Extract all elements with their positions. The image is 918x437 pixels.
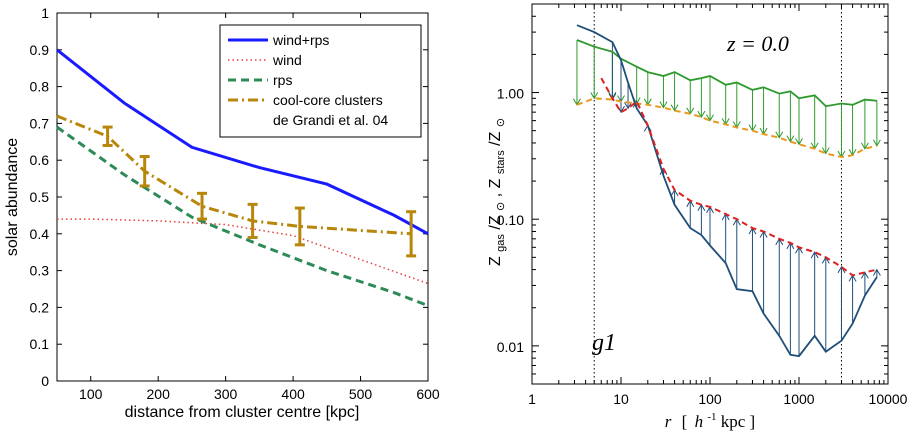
legend-label-rps: rps [273,72,292,88]
right-xtick-label-2: 100 [698,391,722,407]
right-ylabel: Z gas /Z ⊙ , Z stars /Z ⊙ [487,118,508,266]
left-series-line-1 [57,218,429,285]
gas-arrowhead-19 [810,251,819,259]
right-xlabel: r [ h -1 kpc ] [665,405,755,431]
left-ytick-label-10: 1 [41,5,49,21]
left-xtick-label-0: 100 [79,386,103,402]
legend-label-coolcore: cool-core clusters [273,92,383,108]
left-ytick-label-4: 0.4 [30,226,50,242]
left-ticks: 100 200 300 400 500 600 0 0.1 0.2 0.3 0.4 0.5 0.6 0.7… [30,5,440,402]
left-xtick-label-1: 200 [147,386,171,402]
right-series-line-0 [576,39,877,108]
left-ytick-label-1: 0.1 [30,336,50,352]
right-ytick-label-0: 0.01 [497,339,524,355]
stars-arrowhead-15 [775,131,784,139]
stars-arrowhead-17 [795,138,803,146]
right-series-line-1 [576,97,878,159]
right-series-line-3 [600,77,878,277]
left-xlabel: distance from cluster centre [kpc] [125,404,360,421]
left-xtick-label-5: 600 [416,386,440,402]
stars-arrowhead-19 [821,147,830,155]
left-series [56,48,429,308]
legend-label-wind-rps: wind+rps [272,32,329,48]
stars-arrowhead-10 [706,114,714,122]
redshift-annotation: z = 0.0 [726,31,789,56]
right-ytick-label-2: 1.00 [497,86,524,102]
left-ytick-label-6: 0.6 [30,152,50,168]
left-ytick-label-0: 0 [41,373,49,389]
right-plot-frame [531,3,889,385]
left-series-line-0 [56,48,429,236]
left-ytick-label-3: 0.3 [30,263,50,279]
stars-arrowhead-6 [659,101,668,109]
left-chart: 100 200 300 400 500 600 0 0.1 0.2 0.3 0.4 0.5 0.6 0.7… [4,5,440,421]
right-ytick-label-1: 0.10 [497,212,524,228]
gas-arrowhead-21 [837,265,846,274]
right-xtick-label-0: 1 [528,391,536,407]
stars-arrowhead-7 [670,104,679,112]
stars-arrowhead-16 [786,135,795,143]
gas-arrowhead-24 [872,268,881,276]
left-ytick-label-9: 0.9 [30,42,50,58]
legend: wind+rps wind rps cool-core clusters de … [219,24,422,138]
left-ytick-label-7: 0.7 [30,115,50,131]
right-series [573,4,881,384]
left-ytick-label-2: 0.2 [30,299,50,315]
legend-label-coolcore-ref: de Grandi et al. 04 [273,112,388,128]
right-xtick-label-4: 10000 [869,391,908,407]
stars-arrowhead-0 [573,98,581,106]
right-chart: 1 10 100 1000 10000 0.01 0.10 1.00 z = 0.0 g1 r… [487,3,908,431]
gas-arrowhead-23 [860,271,869,279]
left-series-line-2 [56,125,429,308]
left-ytick-label-8: 0.8 [30,79,50,95]
right-ticks: 1 10 100 1000 10000 0.01 0.10 1.00 [497,3,908,407]
right-xtick-label-1: 10 [613,391,629,407]
legend-label-wind: wind [272,52,302,68]
left-xtick-label-3: 400 [281,386,305,402]
left-xtick-label-2: 300 [214,386,238,402]
gas-arrowhead-4 [624,102,632,110]
stars-arrowhead-22 [860,142,869,150]
left-ytick-label-5: 0.5 [30,189,50,205]
legend-box [219,24,422,138]
galaxy-annotation: g1 [592,330,616,356]
right-xtick-label-3: 1000 [783,391,814,407]
left-xtick-label-4: 500 [349,386,373,402]
stars-arrowhead-1 [590,92,599,100]
right-series-line-2 [576,24,878,358]
left-ylabel: solar abundance [4,138,21,256]
stars-arrowhead-9 [697,110,706,119]
